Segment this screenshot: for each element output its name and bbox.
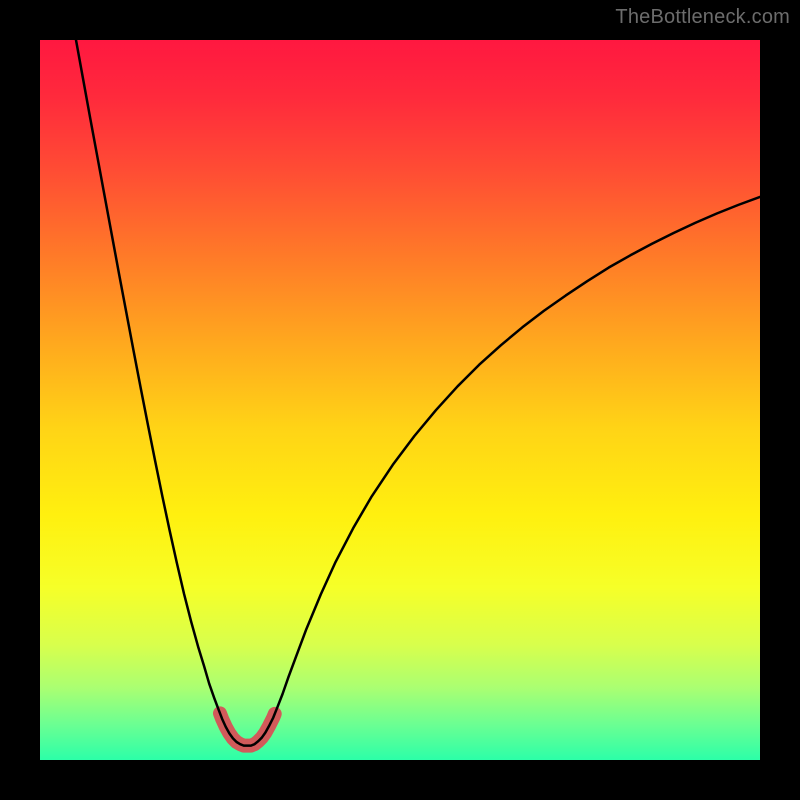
watermark-label: TheBottleneck.com [615,6,790,29]
bottleneck-curve-chart [0,0,800,800]
chart-plot-area [40,40,760,760]
chart-container: TheBottleneck.com [0,0,800,800]
